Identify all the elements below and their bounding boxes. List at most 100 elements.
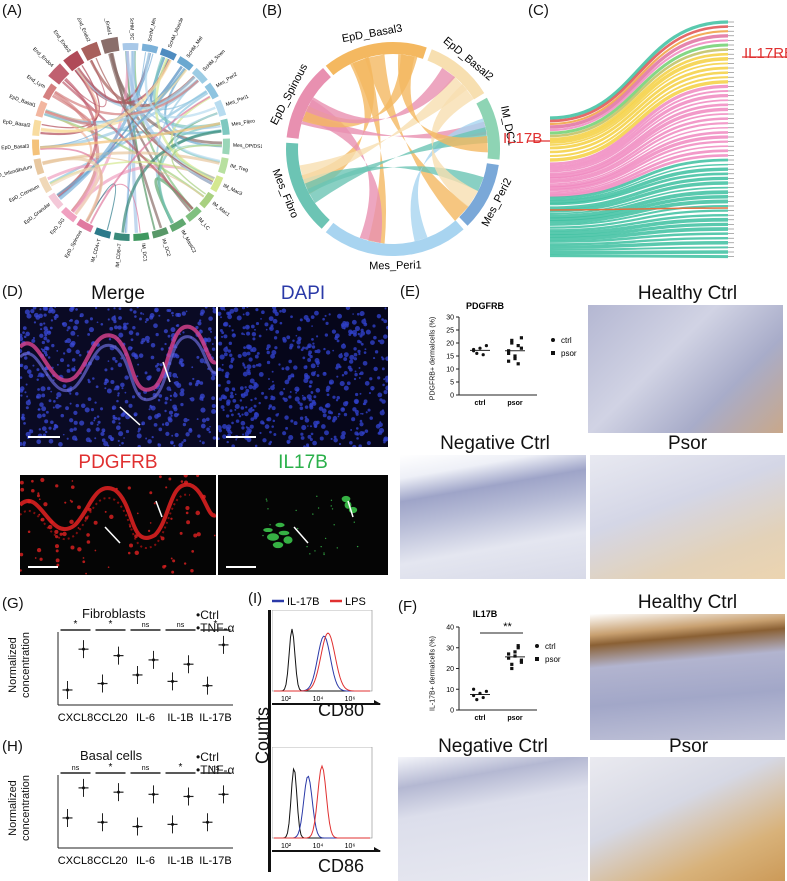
- cell-dot: [354, 370, 357, 373]
- chord-a-label: IM_Mac3: [222, 183, 243, 197]
- il17b-spot: [341, 495, 351, 503]
- cell-dot: [22, 326, 27, 331]
- cell-dot: [271, 425, 274, 428]
- y-tick-label: 10: [446, 367, 454, 374]
- cell-dot: [47, 524, 53, 530]
- cell-dot: [319, 436, 324, 441]
- cell-dot: [104, 387, 107, 390]
- cell-dot: [96, 415, 100, 418]
- cell-dot: [191, 550, 195, 553]
- cell-dot: [310, 371, 316, 377]
- cell-dot: [200, 407, 206, 413]
- il17b-spot: [356, 545, 359, 548]
- cell-dot: [349, 359, 354, 364]
- sankey-flow: [549, 213, 729, 232]
- chord-a-link: [50, 167, 100, 216]
- cell-dot: [268, 442, 272, 446]
- cell-dot: [349, 354, 355, 360]
- cell-dot: [186, 520, 191, 525]
- cell-dot: [316, 420, 320, 425]
- chord-a-label: End_Endo4: [31, 46, 54, 68]
- cell-dot: [79, 420, 85, 426]
- cell-dot: [314, 310, 319, 316]
- cell-dot: [248, 357, 253, 362]
- cell-dot: [251, 347, 257, 353]
- cell-dot: [201, 418, 207, 423]
- cell-dot: [274, 346, 278, 350]
- cell-dot: [201, 441, 205, 445]
- cell-dot: [110, 438, 114, 442]
- cell-dot: [87, 380, 91, 384]
- cell-dot: [343, 412, 348, 417]
- cell-dot: [36, 494, 40, 498]
- cell-dot: [360, 412, 362, 415]
- cell-dot: [356, 312, 360, 316]
- cell-dot: [333, 435, 337, 439]
- cd80-histogram: 10² 10⁴ 10⁶: [272, 610, 381, 705]
- y-tick-label: 40: [446, 625, 454, 632]
- cell-dot: [272, 380, 274, 383]
- cell-dot: [295, 388, 299, 392]
- il17b-spot: [266, 500, 268, 502]
- cell-dot: [149, 405, 153, 409]
- cell-dot: [338, 353, 343, 359]
- category-label: IL-1B: [167, 712, 193, 724]
- cell-dot: [147, 415, 153, 421]
- cell-dot: [322, 317, 325, 321]
- cell-dot: [206, 427, 210, 432]
- cell-dot: [27, 499, 32, 504]
- cell-dot: [41, 426, 47, 431]
- cell-dot: [107, 566, 110, 569]
- sankey-flow: [549, 232, 729, 243]
- cell-dot: [44, 430, 48, 434]
- cell-dot: [84, 319, 89, 324]
- cell-dot: [275, 330, 280, 334]
- sankey-flow: [549, 56, 729, 144]
- cell-dot: [271, 307, 277, 310]
- cell-dot: [264, 424, 270, 429]
- cell-dot: [378, 422, 383, 428]
- cell-dot: [273, 433, 277, 437]
- sig-label: ns: [177, 622, 185, 629]
- chord-a-link: [110, 52, 163, 229]
- chord-a-label: EpD_Spinous: [64, 229, 84, 259]
- cell-dot: [188, 428, 193, 433]
- chord-a-label: IM_DC2: [160, 238, 171, 258]
- chord-a-label: EpD_Basal2: [2, 119, 31, 129]
- cell-dot: [69, 428, 74, 433]
- cell-dot: [38, 498, 41, 501]
- e-psor-image: [590, 455, 785, 579]
- cell-dot: [32, 364, 35, 367]
- cell-dot: [46, 330, 52, 335]
- cell-dot: [241, 332, 244, 335]
- chord-a-label: EpD_Infundibulum: [0, 164, 33, 180]
- cell-dot: [281, 308, 287, 313]
- cell-dot: [173, 381, 176, 384]
- data-point-ctrl: [484, 689, 488, 693]
- cell-dot: [235, 419, 240, 423]
- cell-dot: [127, 551, 131, 555]
- cell-dot: [228, 364, 234, 369]
- cell-dot: [128, 330, 134, 335]
- y-tick-label: 30: [446, 315, 454, 322]
- cell-dot: [279, 309, 282, 313]
- cell-dot: [247, 326, 249, 328]
- cell-dot: [292, 339, 295, 343]
- cell-dot: [154, 414, 159, 419]
- cell-dot: [303, 378, 309, 384]
- cell-dot: [156, 367, 161, 372]
- cell-dot: [322, 413, 327, 418]
- cell-dot: [218, 311, 222, 316]
- cell-dot: [243, 333, 246, 336]
- cell-dot: [94, 401, 97, 404]
- cell-dot: [153, 422, 158, 427]
- cell-dot: [87, 507, 92, 512]
- cell-dot: [277, 413, 280, 415]
- cell-dot: [364, 380, 370, 386]
- chord-a-arc: [122, 43, 139, 51]
- chord-a-arc: [48, 63, 70, 85]
- chord-a-link: [53, 91, 100, 213]
- cell-dot: [195, 510, 201, 516]
- cell-dot: [252, 385, 257, 390]
- cell-dot: [372, 324, 376, 328]
